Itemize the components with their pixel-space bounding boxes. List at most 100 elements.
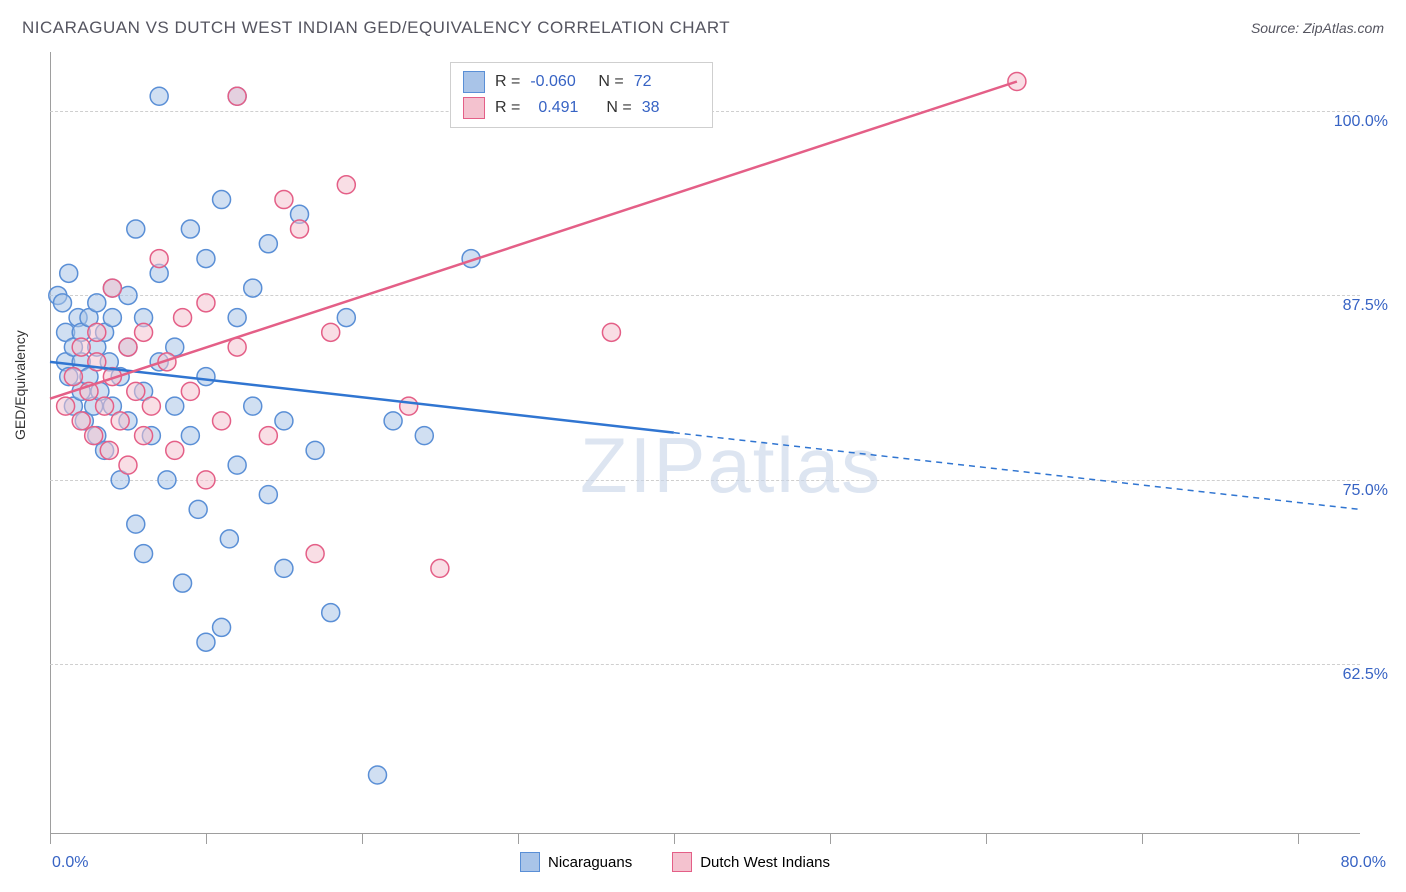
data-point	[197, 250, 215, 268]
r-value-1: 0.491	[530, 99, 596, 117]
data-point	[142, 397, 160, 415]
data-point	[181, 382, 199, 400]
data-point	[181, 220, 199, 238]
data-point	[275, 559, 293, 577]
data-point	[213, 618, 231, 636]
data-point	[53, 294, 71, 312]
data-point	[228, 309, 246, 327]
data-point	[197, 294, 215, 312]
data-point	[174, 309, 192, 327]
data-point	[213, 191, 231, 209]
data-point	[431, 559, 449, 577]
legend-item-0: Nicaraguans	[520, 852, 632, 872]
data-point	[119, 338, 137, 356]
data-point	[103, 309, 121, 327]
data-point	[220, 530, 238, 548]
data-point	[415, 427, 433, 445]
data-point	[57, 397, 75, 415]
x-tick	[1298, 834, 1299, 844]
data-point	[197, 368, 215, 386]
data-point	[85, 427, 103, 445]
data-point	[244, 279, 262, 297]
x-tick	[1142, 834, 1143, 844]
data-point	[228, 456, 246, 474]
header: NICARAGUAN VS DUTCH WEST INDIAN GED/EQUI…	[22, 18, 1384, 38]
trend-line-dashed	[674, 433, 1360, 510]
data-point	[150, 87, 168, 105]
x-tick	[50, 834, 51, 844]
x-label-right: 80.0%	[1341, 854, 1386, 872]
data-point	[337, 309, 355, 327]
data-point	[100, 441, 118, 459]
n-label: N =	[598, 73, 623, 91]
n-value-0: 72	[634, 73, 692, 91]
data-point	[322, 323, 340, 341]
data-point	[369, 766, 387, 784]
x-label-left: 0.0%	[52, 854, 88, 872]
data-point	[135, 545, 153, 563]
data-point	[189, 500, 207, 518]
r-label: R =	[495, 99, 520, 117]
data-point	[197, 471, 215, 489]
data-point	[158, 471, 176, 489]
data-point	[135, 323, 153, 341]
data-point	[259, 486, 277, 504]
data-point	[166, 441, 184, 459]
series-nicaraguans-points	[49, 87, 605, 784]
data-point	[384, 412, 402, 430]
data-point	[259, 235, 277, 253]
legend-swatch-dutch	[672, 852, 692, 872]
legend-row-1: R = 0.491 N = 38	[463, 95, 700, 121]
data-point	[88, 294, 106, 312]
data-point	[213, 412, 231, 430]
data-point	[306, 545, 324, 563]
legend-label-1: Dutch West Indians	[700, 854, 830, 871]
data-point	[72, 338, 90, 356]
x-tick	[206, 834, 207, 844]
x-tick	[518, 834, 519, 844]
data-point	[291, 220, 309, 238]
x-tick	[830, 834, 831, 844]
data-point	[275, 412, 293, 430]
n-value-1: 38	[642, 99, 700, 117]
data-point	[602, 323, 620, 341]
r-label: R =	[495, 73, 520, 91]
data-point	[127, 220, 145, 238]
source-label: Source: ZipAtlas.com	[1251, 20, 1384, 36]
n-label: N =	[606, 99, 631, 117]
data-point	[127, 515, 145, 533]
legend-swatch-nicaraguans	[520, 852, 540, 872]
data-point	[111, 412, 129, 430]
x-tick	[674, 834, 675, 844]
trend-line	[50, 82, 1017, 399]
data-point	[337, 176, 355, 194]
x-tick	[362, 834, 363, 844]
data-point	[275, 191, 293, 209]
data-point	[174, 574, 192, 592]
data-point	[166, 397, 184, 415]
y-axis-label: GED/Equivalency	[12, 330, 28, 440]
legend-swatch-1	[463, 97, 485, 119]
data-point	[119, 456, 137, 474]
legend-item-1: Dutch West Indians	[672, 852, 830, 872]
data-point	[197, 633, 215, 651]
scatter-plot	[50, 52, 1360, 834]
data-point	[103, 279, 121, 297]
x-tick	[986, 834, 987, 844]
data-point	[228, 87, 246, 105]
r-value-0: -0.060	[530, 73, 588, 91]
correlation-legend: R = -0.060 N = 72 R = 0.491 N = 38	[450, 62, 713, 128]
chart-title: NICARAGUAN VS DUTCH WEST INDIAN GED/EQUI…	[22, 18, 730, 38]
data-point	[127, 382, 145, 400]
data-point	[322, 604, 340, 622]
legend-row-0: R = -0.060 N = 72	[463, 69, 700, 95]
data-point	[72, 412, 90, 430]
series-legend: Nicaraguans Dutch West Indians	[520, 852, 830, 872]
legend-label-0: Nicaraguans	[548, 854, 632, 871]
data-point	[88, 323, 106, 341]
data-point	[181, 427, 199, 445]
data-point	[60, 264, 78, 282]
data-point	[64, 368, 82, 386]
data-point	[1008, 73, 1026, 91]
data-point	[228, 338, 246, 356]
